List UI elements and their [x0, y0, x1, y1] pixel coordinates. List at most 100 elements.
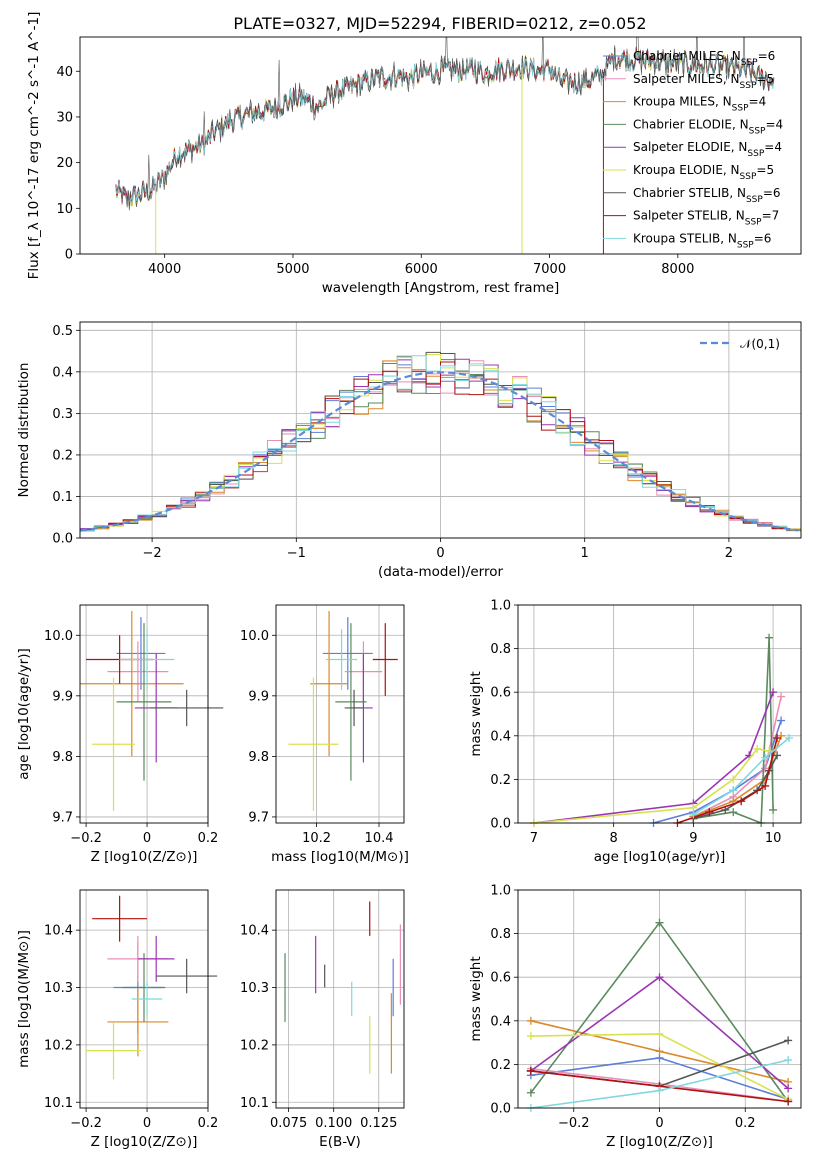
- legend-label: Salpeter STELIB, NSSP=7: [633, 209, 779, 228]
- x-tick-label: 0.100: [315, 1116, 352, 1131]
- weight-marker: [729, 786, 738, 795]
- axes-age-vs-Z: −0.2 0 0.2 9.7 9.8 9.9 10.0 Z [log10(Z/Z⊙)] age …: [16, 604, 224, 865]
- x-tick-label: −2: [143, 546, 162, 561]
- y-tick-label: 10.1: [44, 1096, 73, 1111]
- weight-marker: [737, 797, 746, 806]
- x-tick-label: 10: [765, 831, 782, 846]
- weight-marker: [705, 808, 714, 817]
- weight-marker: [526, 1088, 535, 1097]
- histogram-salpeter-elodie: [80, 358, 801, 533]
- y-tick-label: 10.3: [44, 981, 73, 996]
- y-tick-label: 1.0: [490, 884, 511, 899]
- weight-line-salpeter-miles: [693, 696, 782, 818]
- axes-mass-vs-Z: −0.2 0 0.2 10.1 10.2 10.3 10.4 Z [log10(Z/Z⊙)] m…: [16, 889, 218, 1150]
- legend-label: Kroupa MILES, NSSP=4: [633, 95, 766, 114]
- y-axis-label: mass [log10(M/M⊙)]: [16, 930, 32, 1068]
- y-tick-label: 9.8: [52, 750, 73, 765]
- y-tick-label: 0.8: [490, 927, 511, 942]
- x-tick-label: 4000: [148, 262, 181, 277]
- axes-frame: [275, 604, 405, 824]
- x-tick-label: 8000: [661, 262, 694, 277]
- x-tick-label: 0: [143, 831, 151, 846]
- weight-marker: [761, 753, 770, 762]
- x-tick-label: 0.2: [735, 1116, 756, 1131]
- y-tick-label: 0.4: [490, 729, 511, 744]
- x-axis-label: age [log10(age/yr)]: [594, 849, 726, 865]
- residual-histograms: [80, 351, 801, 533]
- x-tick-label: 0: [143, 1116, 151, 1131]
- axes-frame: [79, 321, 802, 539]
- y-tick-label: 0: [65, 248, 73, 263]
- y-tick-label: 30: [56, 110, 73, 125]
- y-tick-label: 0.4: [52, 365, 73, 380]
- y-tick-label: 1.0: [490, 599, 511, 614]
- y-tick-label: 40: [56, 65, 73, 80]
- y-tick-label: 20: [56, 156, 73, 171]
- axes-mass-vs-ebv: 0.075 0.100 0.125 10.1 10.2 10.3 10.4 E(B-V): [240, 889, 405, 1150]
- histogram-kroupa-stelib: [80, 355, 801, 533]
- y-tick-label: 10.4: [44, 924, 73, 939]
- axes-frame: [79, 36, 802, 255]
- x-tick-label: 7: [530, 831, 538, 846]
- axes-weight-vs-Z: −0.2 0 0.2 0.0 0.2 0.4 0.6 0.8 1.0 Z [log10(Z/Z⊙)…: [468, 884, 802, 1150]
- y-tick-label: 10: [56, 202, 73, 217]
- weight-marker: [761, 781, 770, 790]
- y-tick-label: 9.9: [52, 689, 73, 704]
- legend-label: Chabrier ELODIE, NSSP=4: [633, 117, 783, 136]
- y-tick-label: 10.2: [44, 1038, 73, 1053]
- weight-marker: [655, 918, 664, 927]
- spectrum-data: [115, 37, 775, 211]
- y-tick-label: 0.6: [490, 971, 511, 986]
- x-tick-label: 9: [689, 831, 697, 846]
- axes-frame: [517, 889, 802, 1109]
- y-tick-label: 9.9: [248, 689, 269, 704]
- x-axis-label: mass [log10(M/M⊙)]: [271, 849, 409, 865]
- weight-marker: [655, 1029, 664, 1038]
- y-axis-label: mass weight: [468, 956, 484, 1041]
- x-axis-label: (data-model)/error: [378, 564, 504, 580]
- x-tick-label: −0.2: [70, 831, 102, 846]
- weight-marker: [655, 1086, 664, 1095]
- x-tick-label: 10.2: [302, 831, 331, 846]
- x-tick-label: 6000: [405, 262, 438, 277]
- axes-weight-vs-age: 7 8 9 10 0.0 0.2 0.4 0.6 0.8 1.0 age [log10(age/yr…: [468, 599, 802, 865]
- y-tick-label: 9.7: [248, 810, 269, 825]
- legend-label: Kroupa STELIB, NSSP=6: [633, 231, 771, 250]
- errorbars: [80, 611, 224, 811]
- x-axis-label: Z [log10(Z/Z⊙)]: [91, 849, 198, 865]
- weight-marker: [729, 808, 738, 817]
- weight-marker: [784, 1097, 793, 1106]
- errorbars: [288, 611, 398, 811]
- x-tick-label: 1: [581, 546, 589, 561]
- legend-label: Chabrier MILES, NSSP=6: [633, 49, 775, 68]
- y-tick-label: 0.2: [52, 448, 73, 463]
- x-tick-label: 2: [725, 546, 733, 561]
- weight-marker: [769, 688, 778, 697]
- x-tick-label: 10.4: [365, 831, 394, 846]
- normal-curve: [80, 371, 799, 532]
- x-tick-label: 0.075: [270, 1116, 307, 1131]
- y-tick-label: 0.0: [490, 1102, 511, 1117]
- x-tick-label: 0: [655, 1116, 663, 1131]
- weight-marker: [784, 1056, 793, 1065]
- axes-frame: [79, 604, 209, 824]
- x-tick-label: −0.2: [70, 1116, 102, 1131]
- weight-marker: [784, 1084, 793, 1093]
- y-tick-label: 0.2: [490, 773, 511, 788]
- y-tick-label: 0.2: [490, 1058, 511, 1073]
- spectrum-legend: Chabrier MILES, NSSP=6 Salpeter MILES, NS…: [603, 49, 783, 250]
- y-tick-label: 0.1: [52, 490, 73, 505]
- y-tick-label: 0.4: [490, 1014, 511, 1029]
- errorbars: [284, 901, 401, 1074]
- weight-marker: [785, 733, 794, 742]
- y-axis-label: Flux [f_λ 10^-17 erg cm^-2 s^-1 A^-1]: [26, 12, 42, 280]
- weight-marker: [765, 633, 774, 642]
- y-tick-label: 0.0: [52, 532, 73, 547]
- y-axis-label: Normed distribution: [16, 363, 32, 498]
- weight-marker: [526, 1016, 535, 1025]
- weight-marker: [655, 973, 664, 982]
- weight-lines: [526, 918, 793, 1112]
- y-tick-label: 0.0: [490, 817, 511, 832]
- x-tick-label: 8: [610, 831, 618, 846]
